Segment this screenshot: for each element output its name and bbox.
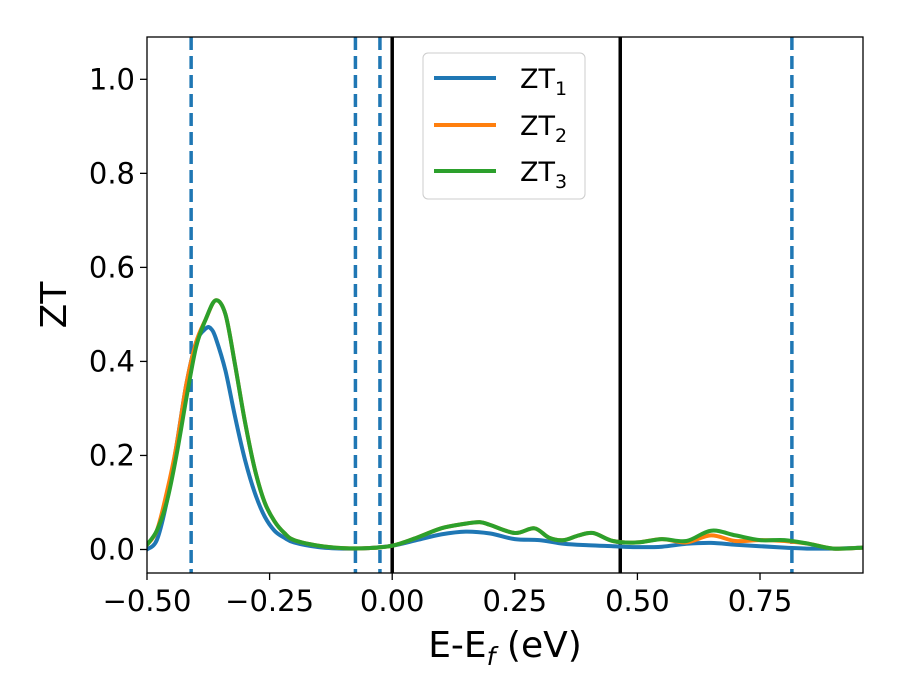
x-tick-label: −0.50 <box>103 584 192 618</box>
legend-box <box>422 52 586 200</box>
y-tick-label: 0.0 <box>89 532 135 566</box>
y-axis-ticks: 0.0 0.2 0.4 0.6 0.8 1.0 <box>89 62 147 566</box>
x-tick-label: 0.00 <box>360 584 425 618</box>
legend-label-zt1: ZT1 <box>520 64 567 100</box>
series-lines <box>147 298 863 552</box>
x-axis-label: E-Ef (eV) <box>428 625 582 671</box>
reference-lines <box>189 37 794 573</box>
x-tick-label: 0.50 <box>605 584 670 618</box>
y-axis-label: ZT <box>34 281 75 329</box>
x-axis-label-unit: (eV) <box>495 625 581 666</box>
y-tick-label: 1.0 <box>89 62 135 96</box>
y-tick-label: 0.6 <box>89 250 135 284</box>
y-tick-label: 0.8 <box>89 156 135 190</box>
x-tick-label: −0.25 <box>225 584 314 618</box>
legend: ZT1 ZT2 ZT3 <box>422 52 586 200</box>
y-tick-label: 0.4 <box>89 344 135 378</box>
series-line-zt3 <box>147 298 863 551</box>
legend-label-zt3: ZT3 <box>520 157 567 193</box>
y-tick-label: 0.2 <box>89 438 135 472</box>
plot-frame <box>146 36 864 574</box>
x-axis-label-main: E-E <box>428 625 486 666</box>
x-axis-ticks: −0.50 −0.25 0.00 0.25 0.50 0.75 <box>103 573 793 618</box>
x-tick-label: 0.75 <box>728 584 793 618</box>
legend-label-zt2: ZT2 <box>520 111 567 147</box>
x-tick-label: 0.25 <box>483 584 548 618</box>
